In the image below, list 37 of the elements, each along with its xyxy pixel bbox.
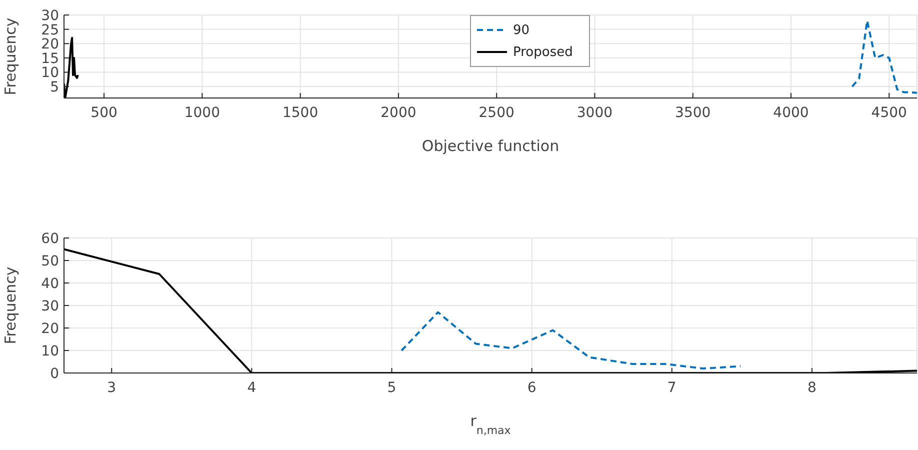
y-tick-label: 30: [41, 8, 59, 24]
line-series: [64, 36, 79, 98]
y-tick-label: 15: [41, 50, 59, 67]
y-axis-title: Frequency: [1, 266, 20, 344]
x-tick-label: 4500: [871, 104, 907, 121]
y-tick-label: 30: [41, 298, 59, 314]
x-tick-label: 3: [107, 380, 116, 396]
legend-label: 90: [513, 22, 530, 38]
y-tick-label: 5: [50, 80, 59, 96]
legend-label: Proposed: [513, 44, 573, 60]
x-tick-label: 3000: [576, 104, 613, 121]
y-tick-label: 25: [41, 22, 59, 38]
x-tick-label: 2500: [478, 104, 514, 121]
x-axis-title: r$_{n,max}$: [470, 412, 512, 437]
y-tick-label: 40: [41, 276, 59, 292]
y-tick-label: 20: [41, 36, 59, 53]
y-tick-label: 60: [41, 230, 59, 247]
x-tick-label: 4: [247, 380, 256, 396]
x-tick-label: 500: [90, 104, 118, 121]
x-tick-label: 8: [807, 380, 816, 396]
y-tick-label: 10: [41, 65, 59, 82]
y-tick-label: 50: [41, 253, 59, 270]
x-tick-label: 7: [667, 380, 676, 396]
x-tick-label: 5: [387, 380, 396, 396]
x-tick-label: 3500: [675, 104, 711, 121]
line-series: [400, 311, 742, 370]
y-tick-label: 20: [41, 320, 59, 337]
x-tick-label: 1000: [184, 104, 220, 121]
line-series: [851, 20, 917, 94]
x-axis-title: Objective function: [422, 137, 560, 155]
y-tick-label: 0: [50, 366, 59, 382]
y-axis-title: Frequency: [1, 18, 20, 96]
x-tick-label: 1500: [282, 104, 318, 121]
x-tick-label: 2000: [380, 104, 416, 121]
y-tick-label: 10: [41, 343, 59, 360]
x-tick-label: 6: [527, 380, 536, 396]
x-tick-label: 4000: [773, 104, 809, 121]
